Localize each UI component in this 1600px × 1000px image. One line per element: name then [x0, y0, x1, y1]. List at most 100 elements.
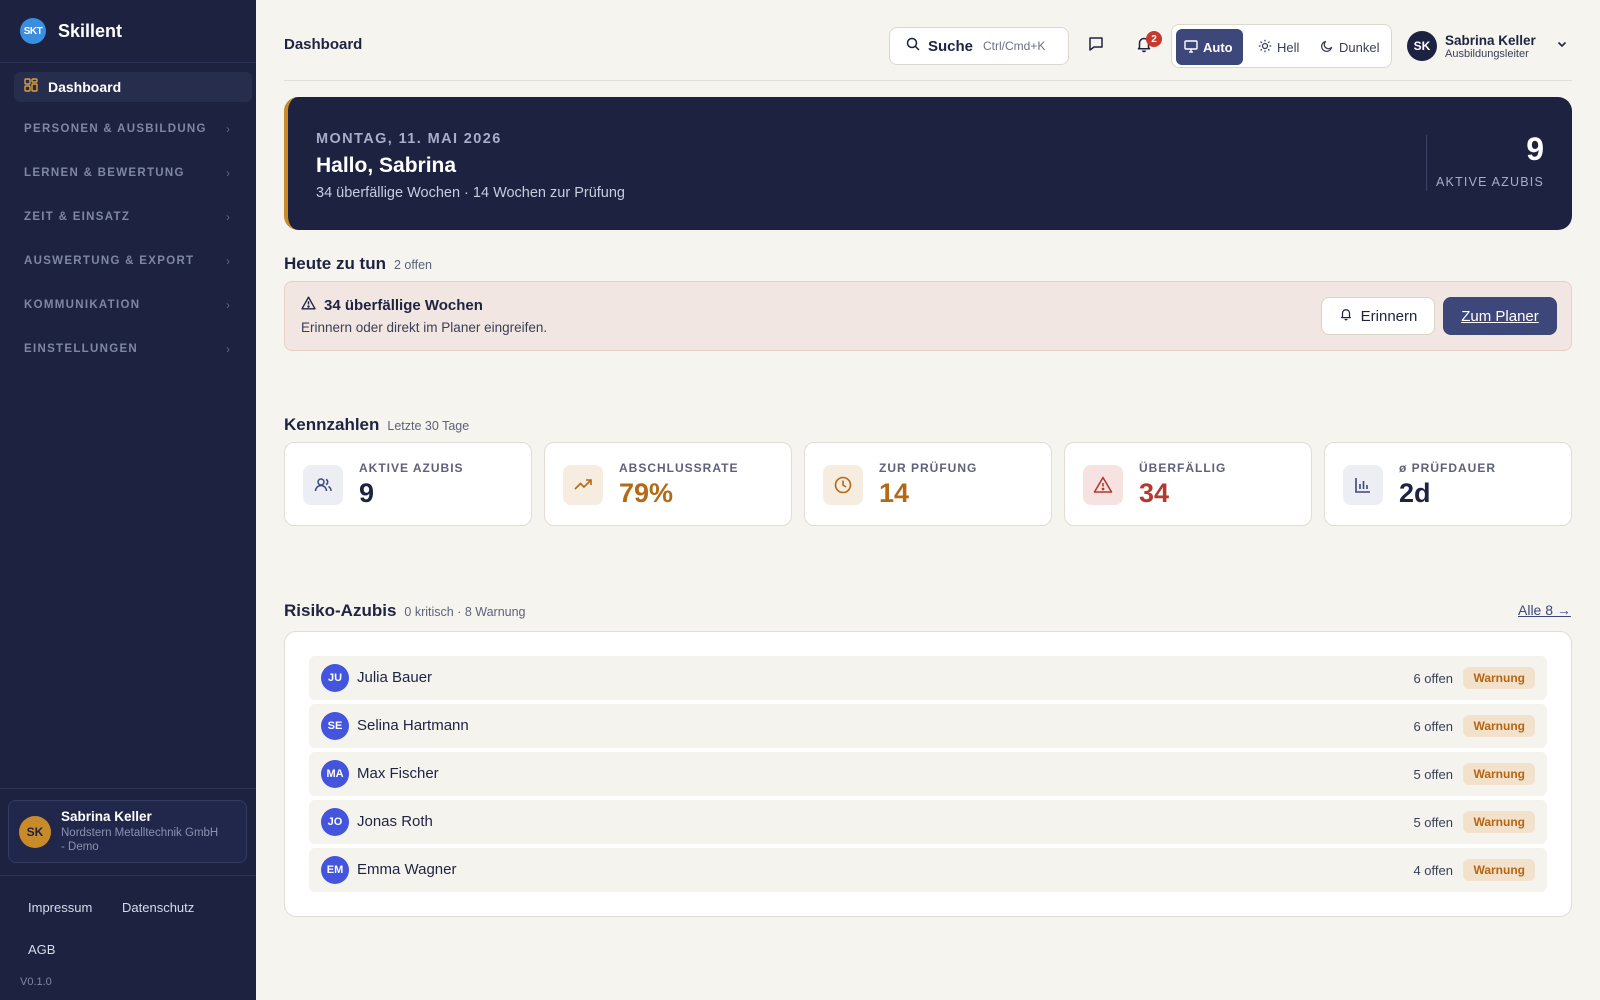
search-shortcut: Ctrl/Cmd+K — [983, 39, 1046, 53]
status-badge: Warnung — [1463, 763, 1535, 785]
list-item[interactable]: JU Julia Bauer 6 offen Warnung — [309, 656, 1547, 700]
kpi-card-completion[interactable]: ABSCHLUSSRATE 79% — [544, 442, 792, 526]
section-title: Kennzahlen — [284, 415, 380, 434]
kpi-card-overdue[interactable]: ÜBERFÄLLIG 34 — [1064, 442, 1312, 526]
header-divider — [284, 80, 1572, 81]
chevron-right-icon: › — [226, 210, 230, 224]
trainee-name: Emma Wagner — [357, 861, 457, 878]
theme-dark-button[interactable]: Dunkel — [1312, 29, 1387, 65]
open-planner-button[interactable]: Zum Planer — [1443, 297, 1557, 335]
list-item[interactable]: MA Max Fischer 5 offen Warnung — [309, 752, 1547, 796]
avatar: SK — [1407, 31, 1437, 61]
kpi-value: 79% — [619, 478, 674, 508]
alert-triangle-icon — [1083, 465, 1123, 505]
sidebar-group-label: ZEIT & EINSATZ — [24, 211, 131, 223]
layout-grid-icon — [24, 77, 38, 97]
version-label: V0.1.0 — [20, 976, 52, 988]
avatar: JU — [321, 664, 349, 692]
kpi-label: AKTIVE AZUBIS — [359, 461, 464, 475]
risk-summary: 0 kritisch · 8 Warnung — [404, 605, 526, 619]
sidebar-group-lernen[interactable]: LERNEN & BEWERTUNG › — [24, 163, 230, 183]
chevron-right-icon: › — [226, 122, 230, 136]
status-badge: Warnung — [1463, 715, 1535, 737]
list-item[interactable]: EM Emma Wagner 4 offen Warnung — [309, 848, 1547, 892]
theme-light-label: Hell — [1277, 39, 1300, 55]
open-count: 6 offen — [1413, 719, 1453, 734]
sidebar-group-personen[interactable]: PERSONEN & AUSBILDUNG › — [24, 119, 230, 139]
theme-light-button[interactable]: Hell — [1250, 29, 1307, 65]
risk-section-title: Risiko-Azubis 0 kritisch · 8 Warnung — [284, 601, 526, 621]
sidebar-group-label: PERSONEN & AUSBILDUNG — [24, 123, 207, 135]
datenschutz-link[interactable]: Datenschutz — [122, 900, 195, 915]
monitor-icon — [1184, 39, 1198, 56]
avatar: SE — [321, 712, 349, 740]
search-icon — [906, 37, 920, 56]
messages-button[interactable] — [1079, 29, 1113, 63]
search-label: Suche — [928, 37, 974, 55]
sidebar-group-label: EINSTELLUNGEN — [24, 343, 139, 355]
search-button[interactable]: Suche Ctrl/Cmd+K — [889, 27, 1069, 65]
remind-button[interactable]: Erinnern — [1321, 297, 1435, 335]
theme-toggle: Auto Hell Dunkel — [1171, 24, 1392, 68]
impressum-link[interactable]: Impressum — [28, 900, 93, 915]
theme-auto-label: Auto — [1203, 39, 1233, 55]
todo-count: 2 offen — [394, 258, 433, 272]
kpi-card-duration[interactable]: ø PRÜFDAUER 2d — [1324, 442, 1572, 526]
status-badge: Warnung — [1463, 667, 1535, 689]
list-item[interactable]: SE Selina Hartmann 6 offen Warnung — [309, 704, 1547, 748]
user-org-suffix: - Demo — [61, 841, 99, 853]
alert-text: Erinnern oder direkt im Planer eingreife… — [301, 320, 548, 335]
kpi-section-title: Kennzahlen Letzte 30 Tage — [284, 415, 469, 435]
sidebar-user-card[interactable]: SK Sabrina Keller Nordstern Metalltechni… — [8, 800, 247, 863]
avatar: EM — [321, 856, 349, 884]
user-org: Nordstern Metalltechnik GmbH — [61, 827, 219, 839]
avatar: MA — [321, 760, 349, 788]
kpi-label: ÜBERFÄLLIG — [1139, 461, 1227, 475]
open-count: 4 offen — [1413, 863, 1453, 878]
kpi-card-active[interactable]: AKTIVE AZUBIS 9 — [284, 442, 532, 526]
bell-icon — [1339, 307, 1353, 325]
alert-triangle-icon — [301, 296, 316, 314]
brand-name: Skillent — [58, 20, 123, 41]
theme-dark-label: Dunkel — [1339, 39, 1380, 55]
sidebar-divider — [0, 788, 256, 789]
kpi-value: 9 — [359, 478, 375, 508]
sun-icon — [1258, 39, 1272, 56]
sidebar-group-einstellungen[interactable]: EINSTELLUNGEN › — [24, 339, 230, 359]
sidebar-group-zeit[interactable]: ZEIT & EINSATZ › — [24, 207, 230, 227]
show-all-risk-link[interactable]: Alle 8 → — [1518, 602, 1571, 618]
sidebar-item-dashboard[interactable]: Dashboard — [14, 72, 252, 102]
sidebar-group-label: AUSWERTUNG & EXPORT — [24, 255, 195, 267]
chevron-right-icon: › — [226, 342, 230, 356]
kpi-label: ABSCHLUSSRATE — [619, 461, 739, 475]
user-name: Sabrina Keller — [61, 809, 152, 824]
open-count: 6 offen — [1413, 671, 1453, 686]
brand[interactable]: SKT Skillent — [20, 18, 122, 44]
welcome-banner: MONTAG, 11. MAI 2026 Hallo, Sabrina 34 ü… — [284, 97, 1572, 230]
kpi-label: ZUR PRÜFUNG — [879, 461, 978, 475]
theme-auto-button[interactable]: Auto — [1176, 29, 1243, 65]
active-trainees-label: AKTIVE AZUBIS — [1436, 175, 1544, 189]
moon-icon — [1320, 39, 1334, 56]
active-trainees-count: 9 — [1526, 131, 1544, 167]
open-count: 5 offen — [1413, 815, 1453, 830]
section-title: Heute zu tun — [284, 254, 386, 273]
alert-title: 34 überfällige Wochen — [301, 296, 483, 314]
notifications-button[interactable]: 2 — [1127, 29, 1162, 63]
chevron-down-icon — [1556, 37, 1568, 55]
user-menu[interactable]: SK Sabrina Keller Ausbildungsleiter — [1407, 30, 1568, 62]
sidebar-group-label: LERNEN & BEWERTUNG — [24, 167, 185, 179]
sidebar-group-auswertung[interactable]: AUSWERTUNG & EXPORT › — [24, 251, 230, 271]
risk-list: JU Julia Bauer 6 offen Warnung SE Selina… — [284, 631, 1572, 917]
sidebar: SKT Skillent Dashboard PERSONEN & AUSBIL… — [0, 0, 256, 1000]
trainee-name: Selina Hartmann — [357, 717, 469, 734]
kpi-card-review[interactable]: ZUR PRÜFUNG 14 — [804, 442, 1052, 526]
alert-title-text: 34 überfällige Wochen — [324, 296, 483, 314]
agb-link[interactable]: AGB — [28, 942, 56, 957]
users-icon — [303, 465, 343, 505]
overdue-alert: 34 überfällige Wochen Erinnern oder dire… — [284, 281, 1572, 351]
sidebar-group-kommunikation[interactable]: KOMMUNIKATION › — [24, 295, 230, 315]
list-item[interactable]: JO Jonas Roth 5 offen Warnung — [309, 800, 1547, 844]
chevron-right-icon: › — [226, 254, 230, 268]
trainee-name: Jonas Roth — [357, 813, 433, 830]
